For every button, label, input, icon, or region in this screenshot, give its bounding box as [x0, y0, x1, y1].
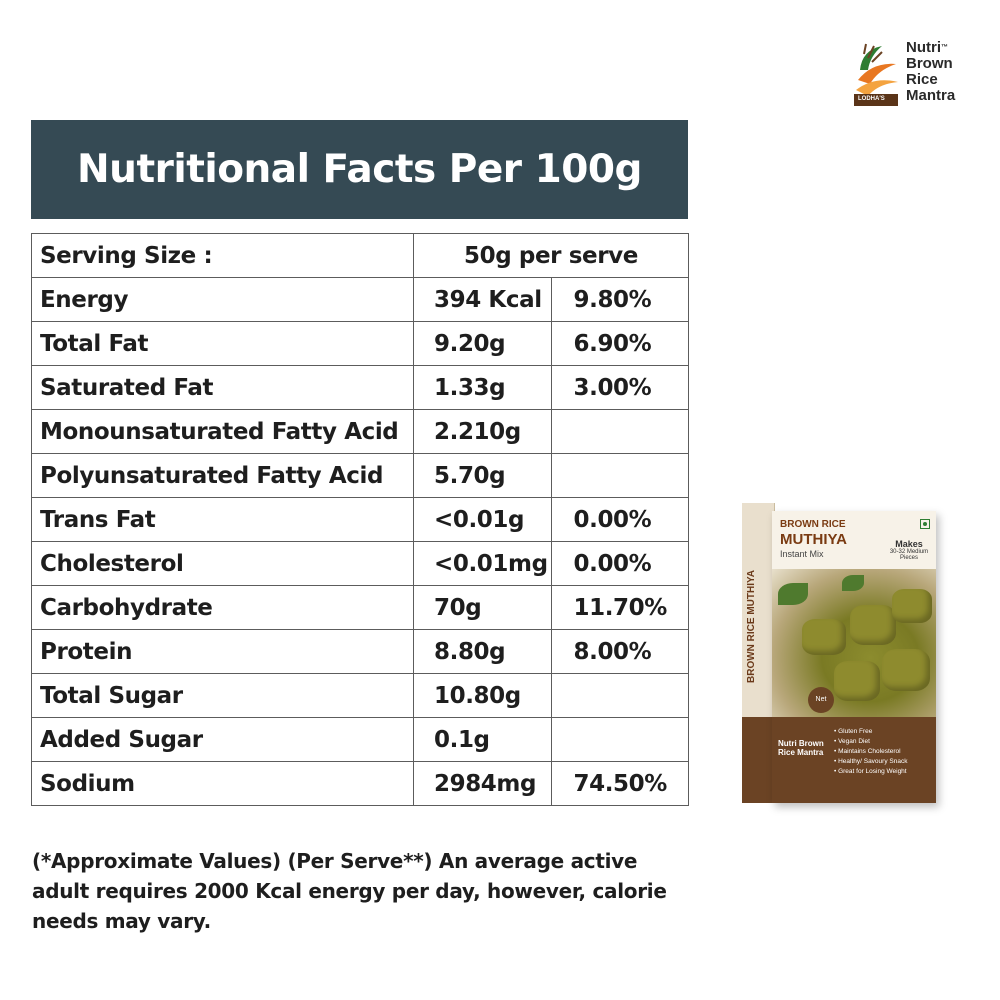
feature-item: • Vegan Diet [834, 738, 870, 745]
feature-list: • Gluten Free • Vegan Diet • Maintains Cho… [834, 727, 907, 777]
nutrient-percent: 3.00% [550, 365, 689, 410]
nutrient-amount: 2984mg [413, 761, 552, 806]
feature-item: • Healthy/ Savoury Snack [834, 758, 908, 765]
nutrient-amount: 70g [413, 585, 552, 630]
nutrient-row: Trans Fat <0.01g 0.00% [31, 497, 689, 542]
logo-badge: LODHA'S [858, 96, 885, 102]
nutrient-amount: <0.01g [413, 497, 552, 542]
brand-logo: LODHA'S Nutri™ Brown Rice Mantra [852, 36, 972, 112]
brand-line-rice: Rice [906, 71, 938, 88]
nutrient-amount: 10.80g [413, 673, 552, 718]
food-photo [772, 569, 936, 717]
nutrient-percent: 11.70% [550, 585, 689, 630]
nutrient-row: Monounsaturated Fatty Acid 2.210g [31, 409, 689, 454]
feature-item: • Maintains Cholesterol [834, 748, 901, 755]
brand-line-mantra: Mantra [906, 87, 956, 104]
box-makes-label: Makes [895, 539, 923, 549]
net-weight-badge: Net 200g [808, 687, 834, 729]
nutrient-name: Protein [31, 629, 414, 674]
nutrient-name: Total Sugar [31, 673, 414, 718]
veg-mark-icon [920, 519, 930, 529]
box-title-line2: MUTHIYA [780, 531, 847, 548]
box-side-label: BROWN RICE MUTHIYA [746, 570, 757, 683]
box-makes-detail: 30-32 Medium Pieces [889, 549, 929, 561]
feature-item: • Gluten Free [834, 728, 873, 735]
muthiya-piece [850, 605, 896, 645]
nutrient-name: Energy [31, 277, 414, 322]
box-front: BROWN RICE MUTHIYA Instant Mix Makes 30-… [772, 511, 936, 803]
nutrient-name: Total Fat [31, 321, 414, 366]
nutrient-name: Saturated Fat [31, 365, 414, 410]
nutrient-name: Cholesterol [31, 541, 414, 586]
nutrient-name: Trans Fat [31, 497, 414, 542]
nutrient-amount: 1.33g [413, 365, 552, 410]
nutrient-percent [550, 673, 689, 718]
serving-label: Serving Size : [31, 233, 414, 278]
nutrient-name: Carbohydrate [31, 585, 414, 630]
nutrient-name: Added Sugar [31, 717, 414, 762]
nutrient-row: Added Sugar 0.1g [31, 717, 689, 762]
nutrient-percent [550, 717, 689, 762]
nutrient-row: Total Fat 9.20g 6.90% [31, 321, 689, 366]
nutrient-amount: <0.01mg [413, 541, 552, 586]
rice-plant-logo-icon [854, 43, 898, 106]
nutrient-percent: 8.00% [550, 629, 689, 674]
footnote: (*Approximate Values) (Per Serve**) An a… [32, 849, 667, 933]
nutrient-percent [550, 409, 689, 454]
nutrient-row: Total Sugar 10.80g [31, 673, 689, 718]
box-brand: Nutri Brown Rice Mantra [778, 739, 824, 757]
nutrient-percent [550, 453, 689, 498]
product-box-image: BROWN RICE MUTHIYA BROWN RICE MUTHIYA In… [742, 503, 938, 805]
leaf-icon [842, 575, 864, 591]
nutrient-percent: 6.90% [550, 321, 689, 366]
nutrient-percent: 0.00% [550, 497, 689, 542]
nutrient-row: Protein 8.80g 8.00% [31, 629, 689, 674]
nutrient-row: Energy 394 Kcal 9.80% [31, 277, 689, 322]
nutrient-name: Monounsaturated Fatty Acid [31, 409, 414, 454]
brand-name: Nutri™ Brown Rice Mantra [906, 40, 955, 104]
nutrient-row: Cholesterol <0.01mg 0.00% [31, 541, 689, 586]
nutrient-amount: 394 Kcal [413, 277, 552, 322]
serving-value: 50g per serve [413, 233, 689, 278]
muthiya-piece [892, 589, 932, 623]
brand-line-nutri: Nutri™ [906, 39, 948, 56]
nutrient-percent: 0.00% [550, 541, 689, 586]
nutrient-row: Carbohydrate 70g 11.70% [31, 585, 689, 630]
nutrient-amount: 0.1g [413, 717, 552, 762]
nutrient-percent: 9.80% [550, 277, 689, 322]
page-title: Nutritional Facts Per 100g [77, 147, 642, 192]
nutrient-amount: 8.80g [413, 629, 552, 674]
box-title-line1: BROWN RICE [780, 519, 846, 530]
nutrition-table: Serving Size : 50g per serve Energy 394 K… [31, 233, 689, 806]
muthiya-piece [882, 649, 930, 691]
box-bottom-band: Nutri Brown Rice Mantra • Gluten Free • V… [772, 717, 936, 803]
nutrient-row: Polyunsaturated Fatty Acid 5.70g [31, 453, 689, 498]
nutrient-row: Sodium 2984mg 74.50% [31, 761, 689, 806]
muthiya-piece [834, 661, 880, 701]
leaf-icon [778, 583, 808, 605]
nutrient-amount: 5.70g [413, 453, 552, 498]
nutrient-amount: 9.20g [413, 321, 552, 366]
box-makes: Makes 30-32 Medium Pieces [882, 539, 936, 561]
nutrition-header: Nutritional Facts Per 100g [31, 120, 688, 219]
serving-row: Serving Size : 50g per serve [31, 233, 689, 278]
box-side-band [742, 717, 774, 803]
box-side: BROWN RICE MUTHIYA [742, 503, 775, 803]
nutrient-amount: 2.210g [413, 409, 552, 454]
nutrient-row: Saturated Fat 1.33g 3.00% [31, 365, 689, 410]
nutrient-percent: 74.50% [550, 761, 689, 806]
box-subtitle: Instant Mix [780, 549, 824, 559]
nutrient-name: Polyunsaturated Fatty Acid [31, 453, 414, 498]
feature-item: • Great for Losing Weight [834, 768, 907, 775]
muthiya-piece [802, 619, 846, 655]
brand-line-brown: Brown [906, 55, 953, 72]
nutrient-name: Sodium [31, 761, 414, 806]
